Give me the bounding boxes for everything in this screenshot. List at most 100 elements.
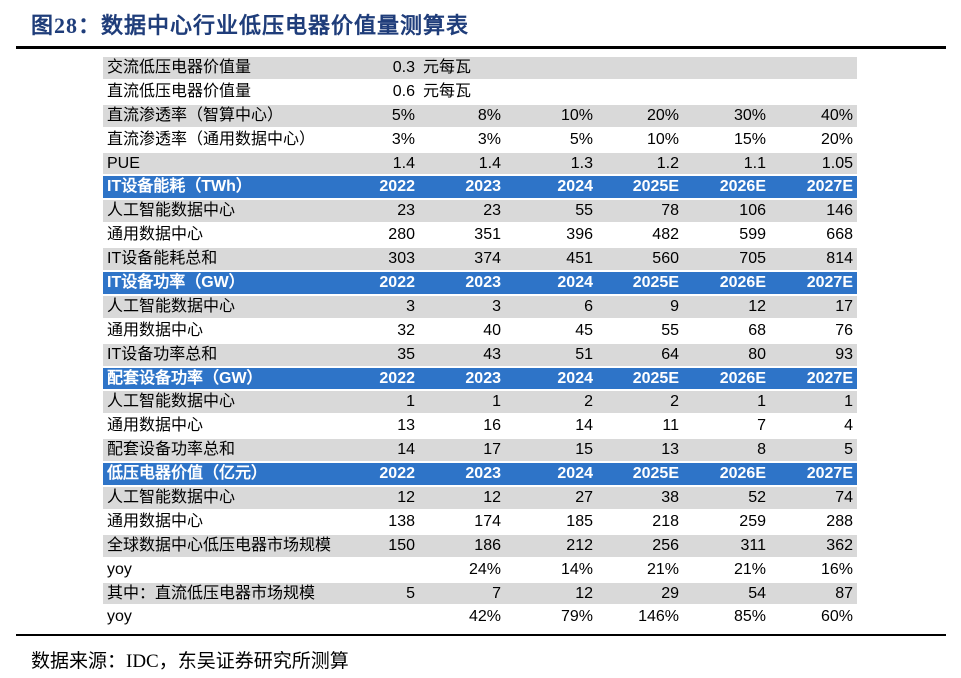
table-row: 直流低压电器价值量 0.6 元每瓦 — [103, 79, 857, 105]
value-cell: 85% — [683, 605, 770, 631]
value-cell — [341, 557, 419, 583]
value-cell: 74 — [770, 486, 857, 511]
value-cell: 374 — [419, 247, 505, 273]
valuation-table-container: 交流低压电器价值量 0.3 元每瓦 直流低压电器价值量 0.6 元每瓦 直流渗透率（智算中心… — [103, 57, 857, 631]
value-cell: 185 — [505, 509, 597, 535]
value-cell: 2022 — [341, 462, 419, 488]
value-cell: 35 — [341, 342, 419, 368]
value-cell: 0.3 — [341, 57, 419, 81]
value-cell: 55 — [597, 318, 683, 344]
row-label-cell: IT设备能耗总和 — [103, 247, 341, 273]
value-cell: 16 — [419, 414, 505, 440]
value-cell: 3% — [419, 127, 505, 153]
row-label-cell: 其中：直流低压电器市场规模 — [103, 581, 341, 607]
table-row: 通用数据中心 138 174 185 218 259 288 — [103, 509, 857, 535]
value-cell: 12 — [683, 294, 770, 320]
value-cell: 2026E — [683, 271, 770, 296]
table-body: 交流低压电器价值量 0.3 元每瓦 直流低压电器价值量 0.6 元每瓦 直流渗透率（智算中心… — [103, 57, 857, 631]
table-row: 通用数据中心 13 16 14 11 7 4 — [103, 414, 857, 440]
value-cell: 13 — [597, 438, 683, 464]
value-cell: 38 — [597, 486, 683, 511]
value-cell: 78 — [597, 199, 683, 225]
value-cell: 2026E — [683, 366, 770, 392]
value-cell: 2024 — [505, 462, 597, 488]
value-cell: 2025E — [597, 271, 683, 296]
value-cell: 元每瓦 — [419, 79, 505, 105]
value-cell: 17 — [770, 294, 857, 320]
value-cell: 5% — [341, 103, 419, 129]
valuation-table: 交流低压电器价值量 0.3 元每瓦 直流低压电器价值量 0.6 元每瓦 直流渗透率（智算中心… — [103, 57, 857, 631]
value-cell: 17 — [419, 438, 505, 464]
value-cell — [597, 79, 683, 105]
section-header-row: IT设备能耗（TWh） 2022 2023 2024 2025E 2026E 2027E — [103, 175, 857, 201]
value-cell: 150 — [341, 533, 419, 559]
value-cell: 256 — [597, 533, 683, 559]
value-cell: 705 — [683, 247, 770, 273]
row-label-cell: yoy — [103, 557, 341, 583]
value-cell: 2026E — [683, 462, 770, 488]
value-cell: 7 — [683, 414, 770, 440]
value-cell: 2022 — [341, 366, 419, 392]
value-cell: 10% — [505, 103, 597, 129]
value-cell: 14 — [505, 414, 597, 440]
table-row: 直流渗透率（智算中心） 5% 8% 10% 20% 30% 40% — [103, 103, 857, 129]
value-cell: 52 — [683, 486, 770, 511]
value-cell: 24% — [419, 557, 505, 583]
row-label-cell: 通用数据中心 — [103, 414, 341, 440]
value-cell: 218 — [597, 509, 683, 535]
table-row: IT设备功率总和 35 43 51 64 80 93 — [103, 342, 857, 368]
table-row: 人工智能数据中心 12 12 27 38 52 74 — [103, 486, 857, 511]
value-cell: 10% — [597, 127, 683, 153]
row-label-cell: 直流渗透率（智算中心） — [103, 103, 341, 129]
value-cell: 599 — [683, 223, 770, 249]
value-cell: 2026E — [683, 175, 770, 201]
value-cell: 6 — [505, 294, 597, 320]
value-cell: 12 — [419, 486, 505, 511]
value-cell: 29 — [597, 581, 683, 607]
value-cell: 21% — [597, 557, 683, 583]
value-cell: 2025E — [597, 366, 683, 392]
value-cell — [341, 605, 419, 631]
value-cell: 288 — [770, 509, 857, 535]
value-cell — [770, 57, 857, 81]
value-cell: 146% — [597, 605, 683, 631]
value-cell: 362 — [770, 533, 857, 559]
value-cell: 2023 — [419, 366, 505, 392]
value-cell: 259 — [683, 509, 770, 535]
value-cell — [683, 79, 770, 105]
table-row: IT设备能耗总和 303 374 451 560 705 814 — [103, 247, 857, 273]
value-cell: 1.4 — [341, 151, 419, 177]
value-cell: 13 — [341, 414, 419, 440]
value-cell: 2023 — [419, 462, 505, 488]
value-cell: 3 — [419, 294, 505, 320]
value-cell: 106 — [683, 199, 770, 225]
value-cell: 40% — [770, 103, 857, 129]
value-cell: 1.1 — [683, 151, 770, 177]
row-label-cell: 人工智能数据中心 — [103, 486, 341, 511]
table-row: PUE 1.4 1.4 1.3 1.2 1.1 1.05 — [103, 151, 857, 177]
row-label-cell: IT设备功率总和 — [103, 342, 341, 368]
value-cell: 351 — [419, 223, 505, 249]
value-cell: 23 — [419, 199, 505, 225]
value-cell: 15 — [505, 438, 597, 464]
value-cell: 3 — [341, 294, 419, 320]
value-cell: 9 — [597, 294, 683, 320]
value-cell — [597, 57, 683, 81]
value-cell: 4 — [770, 414, 857, 440]
row-label-cell: 配套设备功率（GW） — [103, 366, 341, 392]
value-cell: 5% — [505, 127, 597, 153]
value-cell: 2025E — [597, 462, 683, 488]
table-row: 通用数据中心 280 351 396 482 599 668 — [103, 223, 857, 249]
value-cell: 14% — [505, 557, 597, 583]
value-cell: 14 — [341, 438, 419, 464]
value-cell: 87 — [770, 581, 857, 607]
value-cell: 45 — [505, 318, 597, 344]
figure-title: 图28：数据中心行业低压电器价值量测算表 — [31, 13, 470, 38]
section-header-row: IT设备功率（GW） 2022 2023 2024 2025E 2026E 2027E — [103, 271, 857, 296]
value-cell: 1 — [419, 390, 505, 416]
table-row: 交流低压电器价值量 0.3 元每瓦 — [103, 57, 857, 81]
row-label-cell: 通用数据中心 — [103, 509, 341, 535]
value-cell: 2025E — [597, 175, 683, 201]
value-cell: 76 — [770, 318, 857, 344]
value-cell: 5 — [341, 581, 419, 607]
